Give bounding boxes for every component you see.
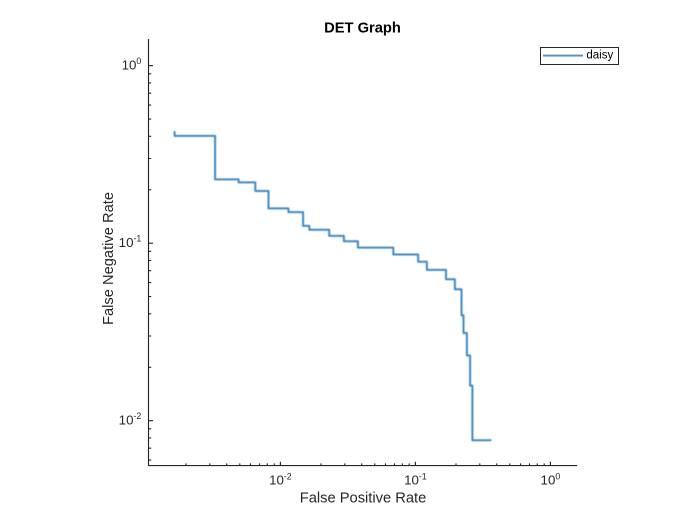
svg-text:DET Graph: DET Graph — [324, 21, 401, 37]
svg-text:10-2: 10-2 — [119, 411, 142, 427]
svg-text:100: 100 — [122, 56, 142, 72]
svg-text:False Negative Rate: False Negative Rate — [101, 192, 117, 325]
svg-text:10-1: 10-1 — [119, 234, 142, 250]
svg-text:10-1: 10-1 — [404, 472, 427, 488]
svg-text:10-2: 10-2 — [269, 472, 292, 488]
svg-text:100: 100 — [541, 472, 561, 488]
svg-text:False Positive Rate: False Positive Rate — [300, 491, 427, 507]
svg-text:daisy: daisy — [586, 50, 613, 62]
